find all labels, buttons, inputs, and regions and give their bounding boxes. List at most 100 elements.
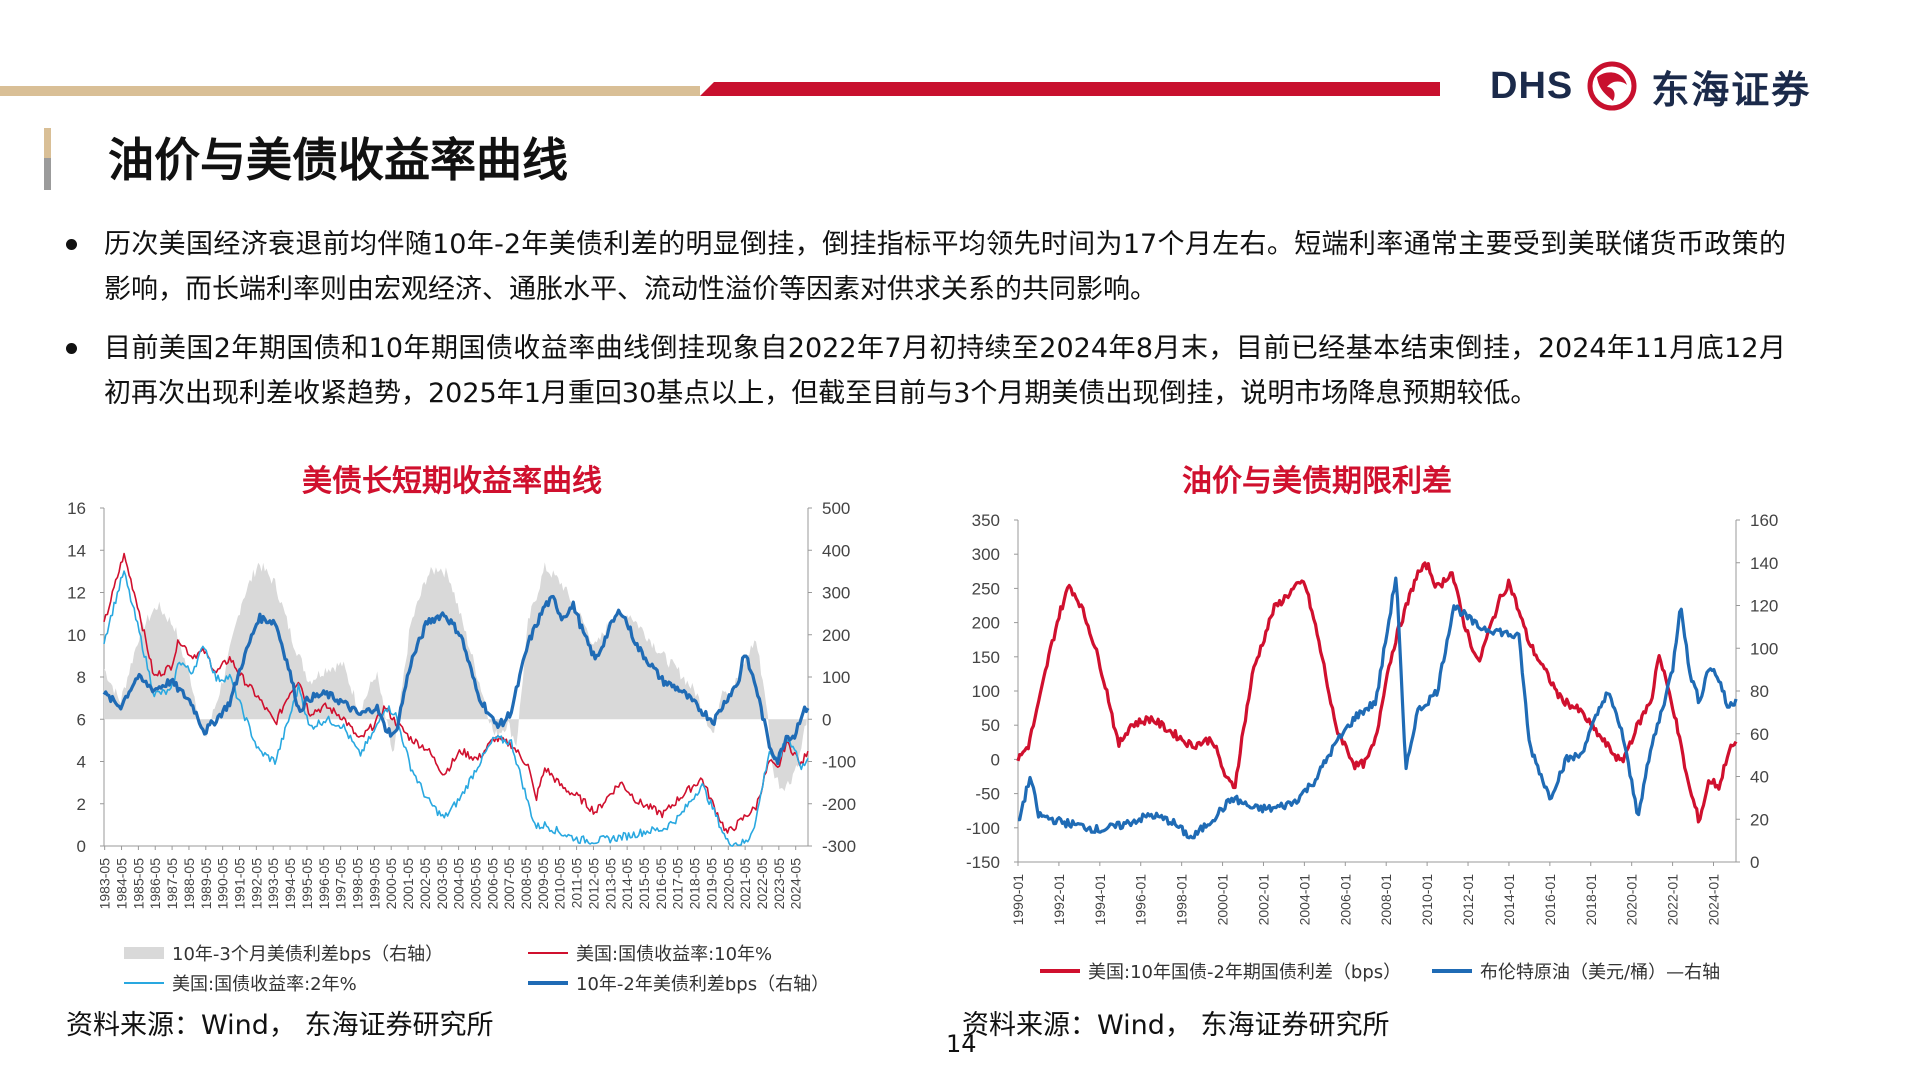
legend-label: 美国:国债收益率:2年% (172, 974, 357, 995)
x-tick-label: 2010-05 (552, 858, 568, 910)
x-tick-label: 1996-05 (316, 858, 332, 910)
x-tick-label: 2015-05 (636, 858, 652, 910)
y-tick-label-left: -100 (966, 819, 1000, 838)
x-tick-label: 2018-05 (687, 858, 703, 910)
y-tick-label-right: 100 (1750, 639, 1778, 658)
x-tick-label: 2004-05 (451, 858, 467, 910)
x-tick-label: 2022-01 (1665, 874, 1681, 926)
header-gold-stripe (0, 86, 700, 96)
x-tick-label: 2020-05 (720, 858, 736, 910)
x-tick-label: 2017-05 (670, 858, 686, 910)
x-tick-label: 2005-05 (467, 858, 483, 910)
legend-swatch-line (528, 981, 568, 985)
x-tick-label: 2018-01 (1583, 874, 1599, 926)
x-tick-label: 2002-01 (1255, 874, 1271, 926)
x-tick-label: 1993-05 (265, 858, 281, 910)
y-tick-label-left: 250 (972, 579, 1000, 598)
dragon-emblem-icon (1587, 61, 1637, 111)
x-tick-label: 1992-01 (1051, 874, 1067, 926)
x-tick-label: 2013-05 (602, 858, 618, 910)
x-tick-label: 1998-01 (1174, 874, 1190, 926)
x-tick-label: 2016-01 (1542, 874, 1558, 926)
x-tick-label: 2002-05 (417, 858, 433, 910)
y-tick-label-left: 16 (67, 499, 86, 518)
y-tick-label-left: -50 (975, 785, 1000, 804)
x-tick-label: 2014-01 (1501, 874, 1517, 926)
y-tick-label-left: 0 (991, 750, 1000, 769)
legend-item: 美国:国债收益率:10年% (528, 940, 772, 966)
chart-yield-curve: 0 2 4 6 8 10 12 14 16 -300 -200 -100 0 100 200 300 400 50… (67, 499, 856, 909)
series-area-spread-10y-3m (104, 562, 808, 792)
y-tick-label-left: 8 (77, 668, 86, 687)
legend-swatch-area (124, 947, 164, 959)
y-tick-label-right: 120 (1750, 597, 1778, 616)
legend-label: 美国:10年国债-2年期国债利差（bps） (1088, 962, 1402, 983)
y-tick-label-right: 100 (822, 668, 850, 687)
series-line-d (102, 594, 810, 766)
x-tick-label: 1985-05 (130, 858, 146, 910)
y-tick-label-right: -200 (822, 795, 856, 814)
x-tick-label: 2008-01 (1378, 874, 1394, 926)
x-tick-label: 2011-05 (569, 858, 585, 909)
x-tick-label: 1990-05 (215, 858, 231, 910)
y-tick-label-right: 0 (822, 710, 831, 729)
series-line-c (103, 570, 809, 847)
x-tick-label: 1998-05 (349, 858, 365, 910)
logo-chinese: 东海证券 (1651, 67, 1812, 112)
legend-label: 美国:国债收益率:10年% (576, 944, 773, 965)
y-tick-label-right: 160 (1750, 511, 1778, 530)
y-tick-label-left: 0 (77, 837, 86, 856)
legend-item: 10年-2年美债利差bps（右轴） (528, 970, 829, 996)
x-tick-label: 1996-01 (1133, 874, 1149, 926)
y-tick-label-right: -100 (822, 753, 856, 772)
legend-label: 10年-2年美债利差bps（右轴） (576, 974, 830, 995)
y-tick-label-left: 4 (77, 753, 86, 772)
legend-label: 10年-3个月美债利差bps（右轴） (172, 944, 444, 965)
chart-title-right: 油价与美债期限利差 (1182, 464, 1452, 499)
x-tick-label: 1994-01 (1092, 874, 1108, 926)
x-tick-label: 1997-05 (333, 858, 349, 910)
x-tick-label: 2014-05 (619, 858, 635, 910)
legend-label: 布伦特原油（美元/桶）—右轴 (1480, 962, 1721, 983)
chart-oil-spread: -150 -100 -50 0 50 100 150 200 250 300 350 0 20 40 60 8… (966, 511, 1778, 925)
y-tick-label-left: 2 (77, 795, 86, 814)
x-tick-label: 2006-01 (1337, 874, 1353, 926)
x-tick-label: 1995-05 (299, 858, 315, 910)
legend-item: 美国:10年国债-2年期国债利差（bps） (1040, 958, 1401, 984)
bullet-dot-icon (66, 239, 77, 250)
series-line-b (1018, 576, 1738, 840)
x-tick-label: 2012-05 (585, 858, 601, 910)
x-tick-label: 1983-05 (97, 858, 113, 910)
x-tick-label: 1987-05 (164, 858, 180, 910)
y-tick-label-left: 6 (77, 710, 86, 729)
x-tick-label: 1990-01 (1010, 874, 1026, 926)
page-number: 14 (946, 1030, 977, 1058)
legend-item: 美国:国债收益率:2年% (124, 970, 357, 996)
y-tick-label-left: 150 (972, 648, 1000, 667)
y-tick-label-right: 40 (1750, 768, 1769, 787)
title-accent-grey (44, 158, 51, 190)
y-tick-label-right: 80 (1750, 682, 1769, 701)
y-tick-label-left: 12 (67, 584, 86, 603)
y-tick-label-right: 60 (1750, 725, 1769, 744)
y-tick-label-left: 300 (972, 545, 1000, 564)
y-tick-label-left: 100 (972, 682, 1000, 701)
x-tick-label: 2024-01 (1705, 874, 1721, 926)
x-tick-label: 2003-05 (434, 858, 450, 910)
chart-title-left: 美债长短期收益率曲线 (302, 464, 602, 499)
y-tick-label-right: 140 (1750, 554, 1778, 573)
source-note-right: 资料来源：Wind， 东海证券研究所 (962, 1010, 1390, 1041)
page-title: 油价与美债收益率曲线 (108, 133, 568, 187)
header-red-stripe (700, 82, 1440, 96)
y-tick-label-left: 50 (981, 716, 1000, 735)
y-tick-label-right: 400 (822, 541, 850, 560)
bullet-text: 历次美国经济衰退前均伴随10年-2年美债利差的明显倒挂，倒挂指标平均领先时间为1… (104, 229, 1786, 305)
y-tick-label-right: 300 (822, 584, 850, 603)
company-logo: DHS 东海证券 (1490, 58, 1811, 114)
x-tick-label: 1989-05 (198, 858, 214, 910)
y-tick-label-right: 0 (1750, 853, 1759, 872)
y-tick-label-left: 14 (67, 541, 86, 560)
legend-item: 10年-3个月美债利差bps（右轴） (124, 940, 443, 966)
y-tick-label-left: 10 (67, 626, 86, 645)
